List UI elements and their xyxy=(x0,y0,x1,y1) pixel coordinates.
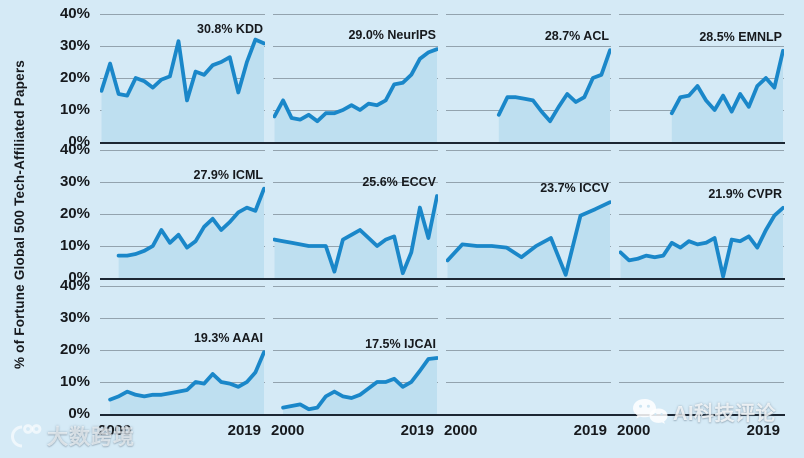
chart-panel-svg xyxy=(100,14,265,142)
bottom-right-watermark-text: AI科技评论 xyxy=(673,403,776,425)
y-tick-label-r1-40: 40% xyxy=(59,141,90,158)
panel-label-acl: 28.7% ACL xyxy=(544,29,609,44)
x-axis-baseline-row1 xyxy=(100,278,785,280)
panel-label-neurips: 29.0% NeurIPS xyxy=(348,28,436,43)
area-fill-aaai xyxy=(110,352,264,414)
trend-line-kdd xyxy=(100,37,265,103)
area-fill-kdd xyxy=(101,39,264,142)
chart-panel-svg xyxy=(619,286,784,383)
chart-cell-r1c1: 25.6% ECCV xyxy=(273,150,438,278)
x-axis-baseline-row0 xyxy=(100,142,785,144)
panel-label-kdd: 30.8% KDD xyxy=(197,22,263,37)
y-tick-label-r1-10: 10% xyxy=(59,237,90,254)
chart-cell-r2c2 xyxy=(446,286,611,414)
panel-label-icml: 27.9% ICML xyxy=(193,167,263,182)
trend-line-ijcai xyxy=(281,356,438,412)
chart-cell-r0c1: 29.0% NeurIPS xyxy=(273,14,438,142)
y-tick-label-r0-30: 30% xyxy=(59,37,90,54)
y-tick-label-r1-20: 20% xyxy=(59,205,90,222)
area-fill-icml xyxy=(118,188,264,278)
chart-panel-svg xyxy=(100,286,265,414)
panel-label-ijcai: 17.5% IJCAI xyxy=(365,337,436,351)
chart-panel-svg xyxy=(273,14,438,142)
y-axis-title: % of Fortune Global 500 Tech-Affiliated … xyxy=(12,60,27,370)
area-fill-cvpr xyxy=(620,207,783,278)
trend-line-icml xyxy=(116,186,265,258)
panel-label-aaai: 19.3% AAAI xyxy=(193,331,263,346)
chart-panel-svg xyxy=(273,150,438,278)
area-fill-ijcai xyxy=(283,358,437,414)
trend-line-neurips xyxy=(273,47,438,124)
chart-panel-svg xyxy=(446,150,611,278)
y-tick-label-r0-0: 0% xyxy=(68,133,90,150)
trend-line-aaai xyxy=(108,350,265,402)
trend-line-emnlp xyxy=(669,48,784,116)
chart-cell-r0c2: 28.7% ACL xyxy=(446,14,611,142)
bottom-right-watermark: AI科技评论 xyxy=(632,397,776,426)
x-tick-start-col2: 2000 xyxy=(444,422,478,439)
panel-label-iccv: 23.7% ICCV xyxy=(540,181,609,196)
x-tick-start-col3: 2000 xyxy=(617,422,651,439)
y-tick-label-r2-40: 40% xyxy=(59,277,90,294)
trend-line-eccv xyxy=(273,194,438,276)
x-tick-start-col1: 2000 xyxy=(271,422,305,439)
panel-label-eccv: 25.6% ECCV xyxy=(362,175,436,190)
x-tick-end-col3: 2019 xyxy=(746,422,780,439)
wechat-icon xyxy=(633,399,668,424)
area-fill-iccv xyxy=(447,202,610,278)
chart-panel-svg xyxy=(446,286,611,383)
x-tick-end-col2: 2019 xyxy=(573,422,607,439)
area-fill-neurips xyxy=(274,49,437,142)
trend-line-iccv xyxy=(446,200,611,277)
x-tick-start-col0: 2000 xyxy=(98,422,132,439)
y-tick-label-r2-10: 10% xyxy=(59,373,90,390)
y-tick-label-r0-10: 10% xyxy=(59,101,90,118)
chart-cell-r0c0: 30.8% KDD xyxy=(100,14,265,142)
chart-panel-svg xyxy=(273,286,438,414)
chart-cell-r1c0: 27.9% ICML xyxy=(100,150,265,278)
y-tick-label-r2-20: 20% xyxy=(59,341,90,358)
panel-label-emnlp: 28.5% EMNLP xyxy=(699,29,782,44)
chart-cell-r2c0: 19.3% AAAI xyxy=(100,286,265,414)
y-tick-label-r1-30: 30% xyxy=(59,173,90,190)
area-fill-eccv xyxy=(274,196,437,278)
trend-line-cvpr xyxy=(619,206,784,278)
chart-cell-r2c1: 17.5% IJCAI xyxy=(273,286,438,414)
y-tick-label-r0-20: 20% xyxy=(59,69,90,86)
dashu-kuajing-logo-icon xyxy=(11,424,42,448)
chart-panel-svg xyxy=(619,150,784,278)
panel-label-cvpr: 21.9% CVPR xyxy=(708,186,782,201)
x-tick-end-col0: 2019 xyxy=(227,422,261,439)
chart-panel-svg xyxy=(100,150,265,278)
chart-cell-r2c3 xyxy=(619,286,784,414)
area-fill-emnlp xyxy=(671,50,783,142)
y-tick-label-r1-0: 0% xyxy=(68,269,90,286)
area-fill-acl xyxy=(498,50,610,142)
trend-line-acl xyxy=(496,48,611,124)
x-axis-baseline-row2 xyxy=(100,414,785,416)
x-tick-end-col1: 2019 xyxy=(400,422,434,439)
bottom-left-watermark: 大数跨境 xyxy=(6,421,135,451)
chart-panel-svg xyxy=(619,14,784,142)
chart-cell-r1c3: 21.9% CVPR xyxy=(619,150,784,278)
bottom-left-watermark-text: 大数跨境 xyxy=(47,426,135,449)
y-tick-label-r2-0: 0% xyxy=(68,405,90,422)
chart-panel-svg xyxy=(446,14,611,142)
chart-cell-r0c3: 28.5% EMNLP xyxy=(619,14,784,142)
chart-cell-r1c2: 23.7% ICCV xyxy=(446,150,611,278)
y-tick-label-r0-40: 40% xyxy=(59,5,90,22)
y-tick-label-r2-30: 30% xyxy=(59,309,90,326)
